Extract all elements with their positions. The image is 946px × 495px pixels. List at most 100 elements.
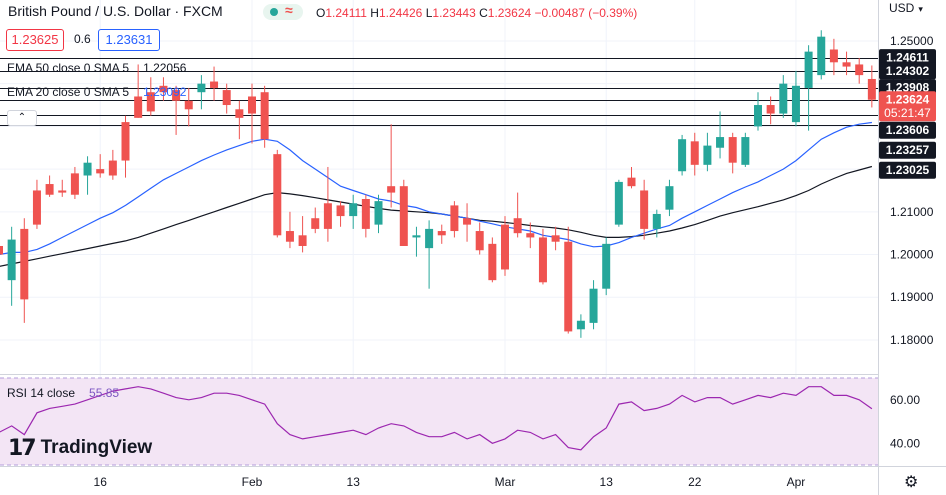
- candle-body: [248, 96, 256, 114]
- candle-body: [374, 201, 383, 225]
- candle-body: [501, 224, 509, 270]
- ema50-legend[interactable]: EMA 50 close 0 SMA 5 1.22056: [7, 61, 186, 75]
- candle-body: [829, 49, 838, 63]
- candle-body: [779, 83, 788, 114]
- candle-body: [399, 186, 408, 246]
- price-tick-label: 1.25000: [890, 34, 934, 48]
- candle-body: [754, 105, 762, 127]
- market-open-dot-icon: [270, 8, 278, 16]
- candle: [7, 226, 16, 306]
- candle-body: [488, 243, 497, 281]
- ema20-line: [0, 121, 872, 255]
- candle: [425, 220, 434, 289]
- candle: [589, 280, 598, 330]
- currency-selector[interactable]: USD ▾: [889, 1, 923, 15]
- tradingview-logo[interactable]: 17 TradingView: [8, 435, 152, 461]
- candle-body: [791, 85, 800, 123]
- tradingview-mark-icon: 17: [8, 435, 37, 461]
- candle: [766, 96, 775, 125]
- buy-button[interactable]: 1.23631: [98, 29, 160, 51]
- candle: [298, 216, 307, 253]
- candle: [513, 192, 522, 238]
- candle-body: [665, 186, 674, 210]
- candle: [387, 124, 396, 208]
- candle-body: [210, 81, 219, 88]
- symbol-title[interactable]: British Pound / U.S. Dollar · FXCM: [8, 3, 223, 19]
- candle-body: [412, 235, 421, 238]
- settings-gear-icon[interactable]: ⚙: [904, 474, 919, 491]
- badge-text: 1.23606: [886, 123, 930, 137]
- candle-body: [311, 218, 320, 229]
- candle: [450, 201, 459, 238]
- candle: [20, 218, 29, 323]
- price-tick-label: 1.19000: [890, 290, 934, 304]
- candle-body: [108, 160, 117, 176]
- time-tick-label: 13: [347, 475, 361, 489]
- candle: [184, 87, 193, 127]
- candle: [501, 216, 509, 276]
- rsi-tick-label: 40.00: [890, 436, 920, 450]
- wave-icon: ≈: [285, 2, 293, 18]
- candle: [627, 166, 636, 189]
- candle: [235, 100, 244, 140]
- badge-text: 1.23908: [886, 81, 930, 95]
- time-axis-ticks: 16 Feb 13 Mar 13 22 Apr: [94, 475, 806, 489]
- candle-body: [690, 141, 699, 165]
- candle: [108, 149, 117, 180]
- rsi-line: [0, 386, 873, 451]
- badge-bg: [879, 62, 936, 80]
- badge-bg: [879, 91, 936, 122]
- level-badge: 1.23257: [879, 141, 936, 159]
- candle: [323, 166, 332, 242]
- candle: [576, 314, 585, 338]
- candle-body: [146, 92, 155, 112]
- candle: [412, 226, 421, 257]
- candle: [96, 154, 105, 178]
- horizontal-levels: [0, 58, 878, 126]
- market-status-badge[interactable]: ≈: [263, 2, 303, 20]
- candle: [260, 85, 269, 148]
- candle: [210, 66, 219, 101]
- candle: [285, 211, 294, 249]
- rsi-value: 55.85: [89, 386, 120, 400]
- candle: [817, 30, 826, 80]
- ema20-legend[interactable]: EMA 20 close 0 SMA 5 1.23092: [7, 85, 186, 99]
- candle: [665, 179, 674, 217]
- candle: [248, 83, 256, 144]
- candle-body: [323, 203, 332, 229]
- candle: [45, 175, 54, 197]
- candle: [690, 132, 699, 176]
- candle: [754, 92, 762, 131]
- candle: [83, 156, 92, 195]
- collapse-legend-button[interactable]: ⌃: [7, 110, 37, 126]
- time-tick-label: 13: [600, 475, 614, 489]
- candle-body: [551, 235, 560, 242]
- candle-body: [842, 62, 851, 67]
- candle: [855, 58, 864, 84]
- candle: [804, 45, 813, 131]
- candle-body: [235, 109, 244, 118]
- ema50-value: 1.22056: [143, 61, 187, 75]
- candle: [349, 194, 358, 229]
- candle-body: [121, 122, 130, 161]
- rsi-legend[interactable]: RSI 14 close 55.85: [7, 386, 119, 400]
- rsi-band-borders: [0, 377, 878, 466]
- sell-button[interactable]: 1.23625: [6, 29, 64, 51]
- ema20-value: 1.23092: [143, 85, 187, 99]
- badge-text: 1.24302: [886, 64, 930, 78]
- candle-body: [703, 145, 712, 165]
- candle: [70, 166, 79, 199]
- candle-body: [678, 139, 687, 172]
- time-tick-label: Feb: [242, 475, 263, 489]
- candle: [437, 224, 446, 244]
- badge-bg: [879, 141, 936, 159]
- candle-body: [172, 90, 181, 101]
- price-tick-label: 1.21000: [890, 205, 934, 219]
- badge-text: 1.23025: [886, 163, 930, 177]
- ema20-label: EMA 20 close 0 SMA 5: [7, 85, 130, 99]
- candle: [0, 245, 3, 255]
- candle-body: [260, 92, 269, 140]
- candle-body: [387, 186, 396, 193]
- candle: [640, 179, 649, 240]
